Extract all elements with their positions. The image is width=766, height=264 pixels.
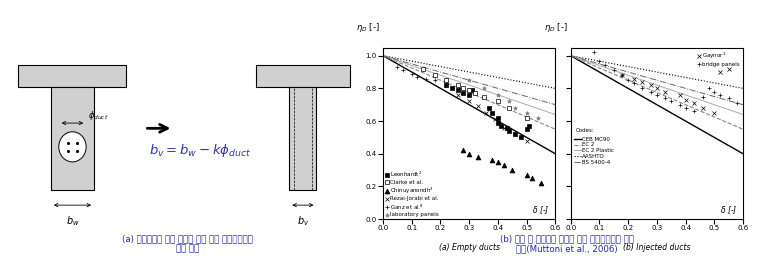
Text: $b_v$: $b_v$ — [296, 214, 309, 228]
Text: (a) Empty ducts: (a) Empty ducts — [439, 243, 499, 252]
Circle shape — [59, 132, 86, 162]
Legend: CEB MC90, EC 2, EC 2 Plastic, AASHTO, BS 5400-4: CEB MC90, EC 2, EC 2 Plastic, AASHTO, BS… — [574, 136, 614, 166]
Text: (a) 포스트텐션 텐던 덕트에 의한 부재 유효복부두께
감소 개념: (a) 포스트텐션 텐던 덕트에 의한 부재 유효복부두께 감소 개념 — [123, 234, 253, 253]
Text: (b) 덕트 내 그라우트 유무에 따른 유효복부두께 감소
비율(Muttoni et al., 2006): (b) 덕트 내 그라우트 유무에 따른 유효복부두께 감소 비율(Mutton… — [500, 234, 633, 253]
Bar — [290, 87, 316, 190]
Text: $\eta_D$ [-]: $\eta_D$ [-] — [356, 21, 380, 34]
Legend: Leonhardt$^2$, Clarke et al., Chinuyanondh$^3$, Rezai-Jorabi et al., Ganz et al.: Leonhardt$^2$, Clarke et al., Chinuyanon… — [384, 169, 440, 218]
Text: Codes:: Codes: — [576, 128, 594, 133]
Text: $\eta_D$ [-]: $\eta_D$ [-] — [544, 21, 567, 34]
Text: $b_v = b_w - k\phi_{duct}$: $b_v = b_w - k\phi_{duct}$ — [149, 143, 251, 159]
Text: $\delta$ [-]: $\delta$ [-] — [532, 204, 550, 216]
Text: $\delta$ [-]: $\delta$ [-] — [720, 204, 737, 216]
Text: (b) Injected ducts: (b) Injected ducts — [623, 243, 691, 252]
Bar — [51, 87, 94, 190]
Text: $b_w$: $b_w$ — [66, 214, 80, 228]
Bar — [18, 65, 126, 87]
Text: $\phi_{duct}$: $\phi_{duct}$ — [88, 109, 109, 122]
Bar — [256, 65, 350, 87]
